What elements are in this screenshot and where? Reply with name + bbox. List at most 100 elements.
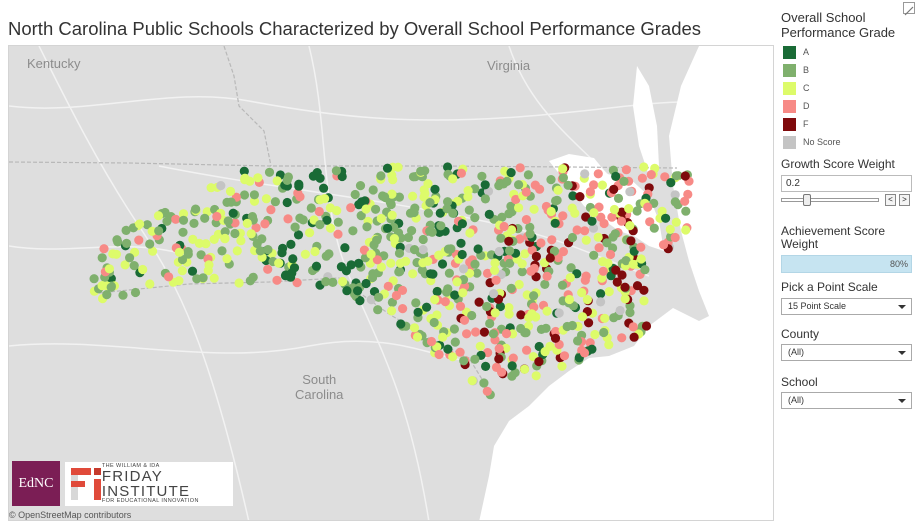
school-point[interactable] bbox=[389, 234, 399, 244]
school-point[interactable] bbox=[435, 208, 445, 218]
school-point[interactable] bbox=[272, 275, 282, 285]
school-point[interactable] bbox=[479, 378, 489, 388]
school-point[interactable] bbox=[670, 197, 680, 207]
school-point[interactable] bbox=[398, 304, 408, 314]
school-point[interactable] bbox=[629, 332, 639, 342]
school-point[interactable] bbox=[608, 232, 618, 242]
school-point[interactable] bbox=[409, 323, 420, 333]
school-point[interactable] bbox=[527, 309, 537, 319]
school-point[interactable] bbox=[559, 351, 570, 361]
school-point[interactable] bbox=[287, 268, 297, 278]
school-point[interactable] bbox=[408, 269, 418, 279]
school-point[interactable] bbox=[628, 259, 638, 269]
school-point[interactable] bbox=[628, 322, 638, 332]
school-point[interactable] bbox=[429, 317, 439, 328]
step-left-button[interactable]: < bbox=[885, 194, 896, 206]
school-point[interactable] bbox=[346, 203, 356, 213]
school-point[interactable] bbox=[274, 258, 284, 268]
school-point[interactable] bbox=[401, 256, 411, 266]
school-point[interactable] bbox=[531, 251, 542, 262]
school-point[interactable] bbox=[448, 352, 458, 362]
school-point[interactable] bbox=[557, 280, 568, 290]
school-point[interactable] bbox=[212, 211, 222, 222]
school-point[interactable] bbox=[443, 284, 453, 294]
school-point[interactable] bbox=[178, 227, 188, 237]
school-point[interactable] bbox=[584, 318, 594, 328]
school-point[interactable] bbox=[191, 204, 201, 214]
school-point[interactable] bbox=[282, 175, 292, 185]
school-point[interactable] bbox=[596, 289, 606, 299]
school-point[interactable] bbox=[372, 255, 382, 265]
school-point[interactable] bbox=[666, 178, 676, 188]
school-point[interactable] bbox=[321, 277, 331, 287]
school-point[interactable] bbox=[331, 166, 341, 176]
school-point[interactable] bbox=[408, 191, 418, 201]
school-point[interactable] bbox=[129, 261, 139, 271]
school-point[interactable] bbox=[621, 165, 632, 175]
school-point[interactable] bbox=[374, 292, 384, 302]
school-point[interactable] bbox=[174, 247, 184, 257]
school-point[interactable] bbox=[260, 219, 270, 229]
school-point[interactable] bbox=[201, 239, 211, 249]
school-point[interactable] bbox=[145, 239, 155, 249]
school-point[interactable] bbox=[558, 173, 569, 183]
school-point[interactable] bbox=[494, 354, 504, 364]
school-point[interactable] bbox=[470, 213, 480, 223]
school-point[interactable] bbox=[366, 295, 376, 305]
school-point[interactable] bbox=[616, 216, 627, 226]
school-point[interactable] bbox=[501, 329, 512, 339]
school-point[interactable] bbox=[120, 260, 130, 270]
school-point[interactable] bbox=[516, 310, 526, 320]
school-point[interactable] bbox=[485, 318, 495, 329]
school-point[interactable] bbox=[112, 235, 122, 245]
school-point[interactable] bbox=[108, 249, 118, 259]
school-point[interactable] bbox=[472, 268, 482, 278]
school-point[interactable] bbox=[649, 223, 659, 233]
school-point[interactable] bbox=[645, 217, 655, 227]
school-point[interactable] bbox=[522, 345, 532, 355]
school-point[interactable] bbox=[282, 197, 292, 208]
school-point[interactable] bbox=[311, 261, 322, 271]
school-point[interactable] bbox=[425, 198, 435, 208]
school-point[interactable] bbox=[566, 263, 576, 273]
school-point[interactable] bbox=[270, 197, 280, 207]
school-point[interactable] bbox=[355, 296, 365, 306]
school-point[interactable] bbox=[609, 204, 620, 215]
school-point[interactable] bbox=[525, 229, 535, 239]
school-point[interactable] bbox=[531, 371, 541, 381]
achievement-weight-field[interactable]: 80% bbox=[781, 255, 912, 273]
school-point[interactable] bbox=[587, 344, 597, 354]
school-point[interactable] bbox=[550, 333, 561, 343]
step-right-button[interactable]: > bbox=[899, 194, 910, 206]
school-point[interactable] bbox=[148, 246, 158, 256]
school-point[interactable] bbox=[572, 225, 582, 235]
school-point[interactable] bbox=[599, 218, 609, 229]
school-point[interactable] bbox=[506, 283, 516, 293]
school-point[interactable] bbox=[636, 254, 646, 264]
school-point[interactable] bbox=[315, 173, 325, 183]
school-point[interactable] bbox=[432, 286, 442, 297]
school-point[interactable] bbox=[494, 246, 504, 257]
school-point[interactable] bbox=[171, 214, 181, 224]
school-point[interactable] bbox=[617, 333, 627, 343]
school-point[interactable] bbox=[457, 249, 467, 260]
school-point[interactable] bbox=[681, 225, 691, 235]
county-select[interactable]: (All) bbox=[781, 344, 912, 361]
school-point[interactable] bbox=[474, 297, 484, 307]
school-point[interactable] bbox=[546, 175, 556, 185]
school-map[interactable]: Kentucky Virginia South Carolina EdNC TH… bbox=[8, 45, 774, 521]
school-point[interactable] bbox=[480, 180, 490, 190]
school-point[interactable] bbox=[632, 206, 642, 216]
school-point[interactable] bbox=[97, 281, 107, 291]
school-point[interactable] bbox=[536, 238, 546, 248]
school-point[interactable] bbox=[507, 225, 517, 235]
school-point[interactable] bbox=[338, 276, 348, 287]
school-point[interactable] bbox=[625, 307, 635, 318]
school-point[interactable] bbox=[134, 235, 144, 245]
school-point[interactable] bbox=[380, 192, 390, 202]
school-point[interactable] bbox=[639, 296, 649, 306]
school-point[interactable] bbox=[403, 232, 413, 243]
school-point[interactable] bbox=[376, 262, 386, 272]
school-point[interactable] bbox=[288, 254, 298, 264]
school-point[interactable] bbox=[376, 213, 386, 224]
